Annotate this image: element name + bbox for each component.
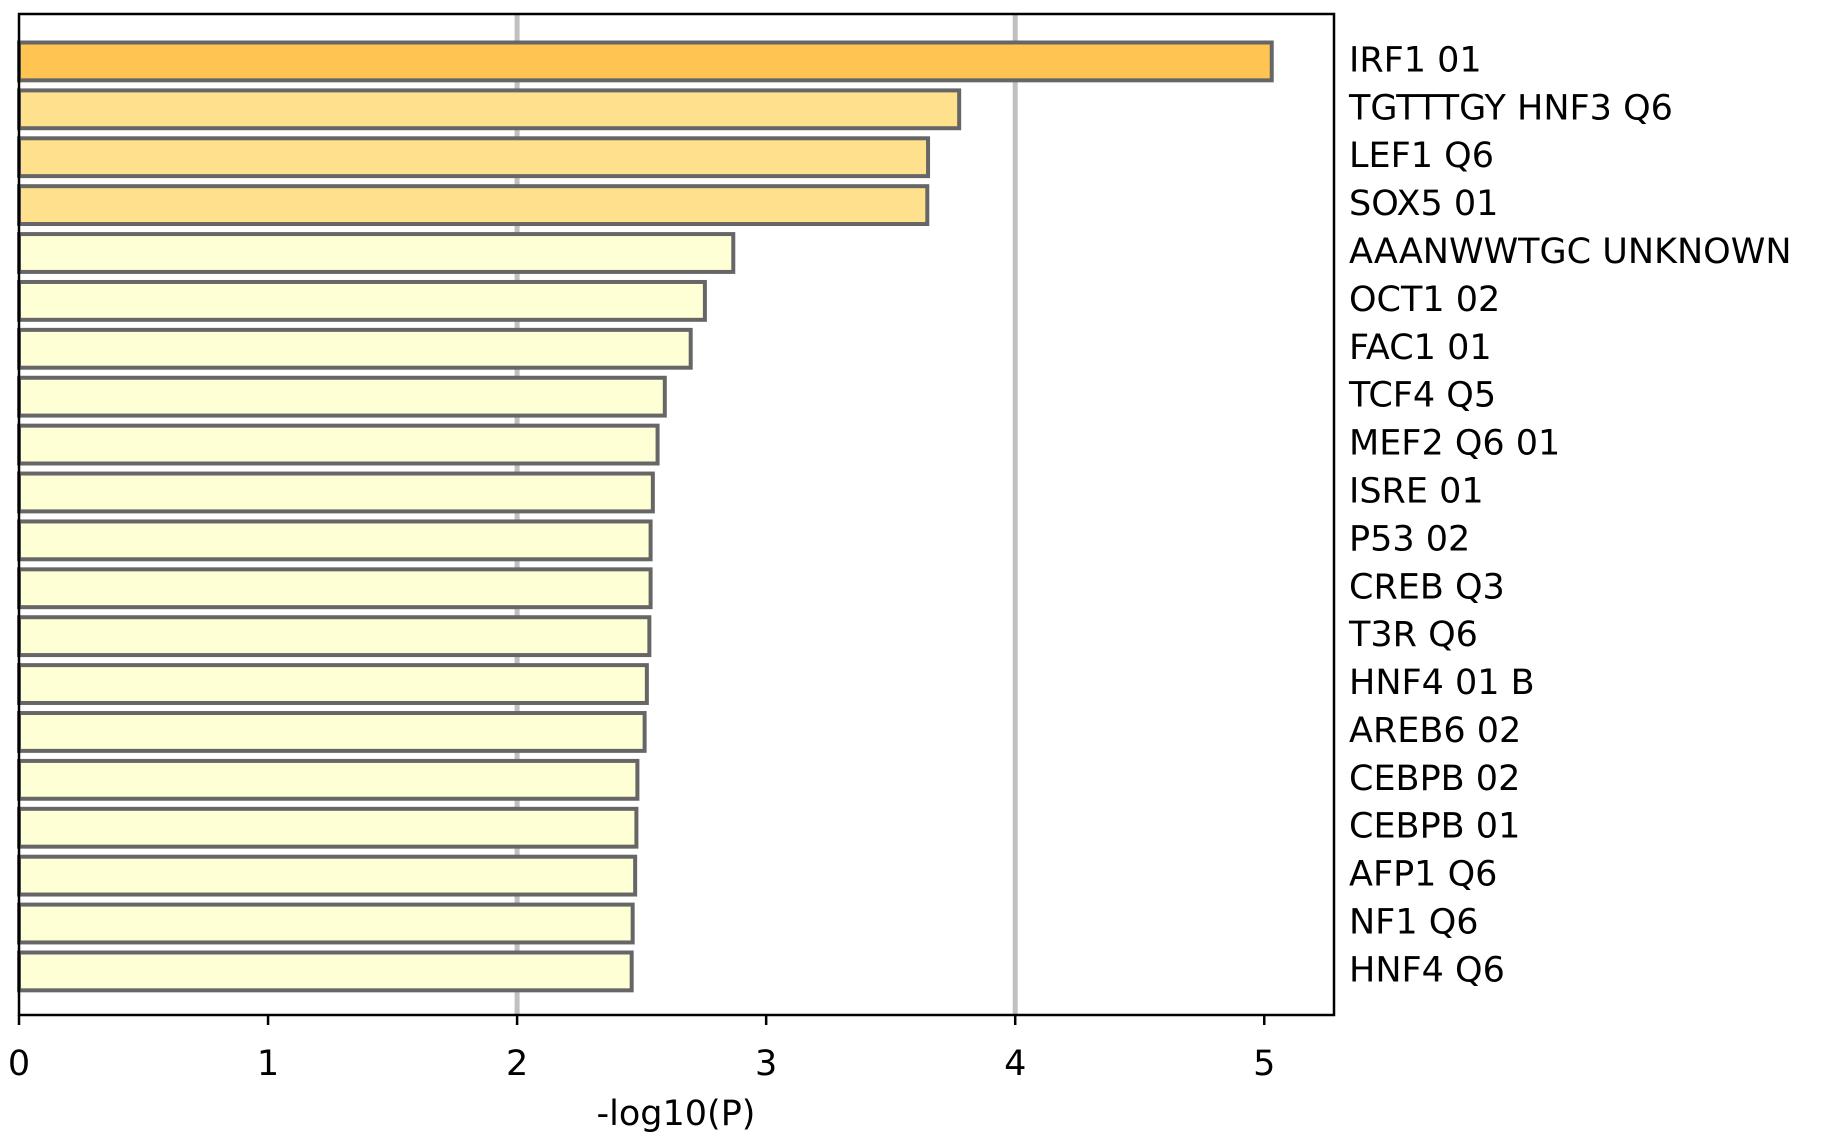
bar — [17, 184, 930, 227]
bar — [17, 279, 707, 322]
bar — [17, 854, 638, 897]
category-label: NF1 Q6 — [1349, 903, 1479, 943]
bar — [17, 615, 652, 658]
x-tick-label: 3 — [755, 1044, 777, 1084]
category-label: AFP1 Q6 — [1349, 855, 1497, 895]
bar — [17, 663, 649, 705]
bar — [17, 519, 653, 562]
category-label: TCF4 Q5 — [1348, 376, 1496, 416]
category-label: LEF1 Q6 — [1349, 136, 1494, 176]
category-label: CREB Q3 — [1349, 567, 1505, 607]
plot-frame — [17, 12, 1336, 1017]
bar — [17, 806, 639, 849]
category-label: MEF2 Q6 01 — [1349, 424, 1560, 464]
category-label: HNF4 Q6 — [1349, 950, 1505, 990]
bar — [17, 327, 693, 370]
bar — [17, 375, 667, 418]
bar — [17, 88, 962, 131]
bar — [17, 950, 634, 993]
category-label: HNF4 01 B — [1349, 663, 1535, 703]
bar — [17, 232, 736, 274]
category-label: TGTTTGY HNF3 Q6 — [1348, 88, 1673, 128]
category-label: AAANWWTGC UNKNOWN — [1349, 232, 1792, 272]
bar — [17, 758, 640, 801]
bar — [17, 423, 660, 466]
x-axis-label: -log10(P) — [597, 1094, 756, 1134]
bar — [17, 567, 653, 610]
bar — [17, 471, 655, 514]
bar — [17, 711, 647, 753]
category-label: SOX5 01 — [1349, 184, 1498, 224]
category-label: T3R Q6 — [1348, 615, 1478, 655]
bar — [17, 136, 931, 179]
x-tick-label: 4 — [1004, 1044, 1026, 1084]
category-label: CEBPB 01 — [1349, 807, 1520, 847]
bar — [17, 40, 1274, 83]
category-label: CEBPB 02 — [1349, 759, 1520, 799]
x-tick-label: 2 — [506, 1044, 528, 1084]
category-label: P53 02 — [1349, 519, 1470, 559]
x-tick-label: 5 — [1253, 1044, 1275, 1084]
category-label: OCT1 02 — [1349, 280, 1500, 320]
category-label: AREB6 02 — [1349, 711, 1521, 751]
x-tick-label: 0 — [8, 1044, 30, 1084]
x-tick-label: 1 — [257, 1044, 279, 1084]
category-label: FAC1 01 — [1349, 328, 1492, 368]
category-label: ISRE 01 — [1349, 471, 1484, 511]
category-label: IRF1 01 — [1349, 40, 1482, 80]
bar — [17, 902, 635, 945]
